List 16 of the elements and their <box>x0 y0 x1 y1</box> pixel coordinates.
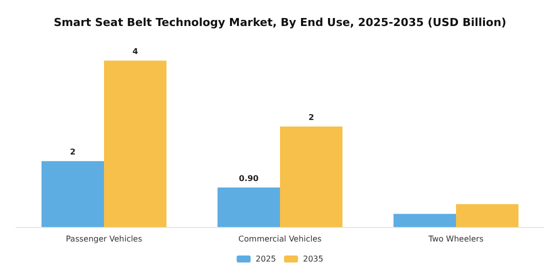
data-label: 2 <box>308 112 314 122</box>
legend-label: 2025 <box>256 254 276 264</box>
bar <box>394 214 456 227</box>
data-label: 4 <box>132 47 138 56</box>
data-label: 0.90 <box>238 174 260 183</box>
x-tick-label: Passenger Vehicles <box>66 234 142 244</box>
legend-label: 2035 <box>303 254 324 264</box>
x-tick-label: Commercial Vehicles <box>238 234 322 244</box>
chart-title: Smart Seat Belt Technology Market, By End Use, 2025-2035 (USD Billion) <box>54 16 506 29</box>
bar <box>42 161 104 227</box>
data-label: 2 <box>70 148 76 157</box>
bar <box>218 187 280 227</box>
bar <box>104 60 166 227</box>
x-tick-label: Two Wheelers <box>428 234 484 244</box>
bar <box>280 126 342 227</box>
bar <box>456 204 518 227</box>
